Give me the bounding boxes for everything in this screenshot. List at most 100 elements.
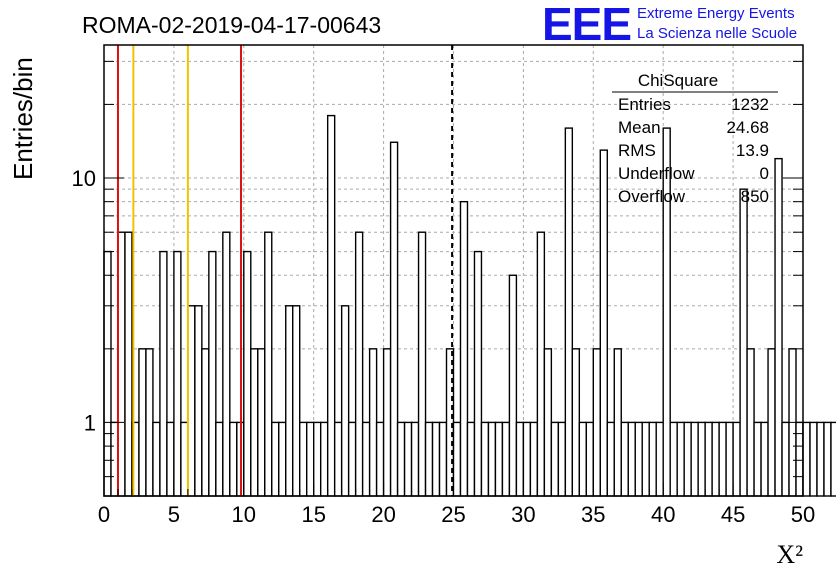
histogram-bar <box>543 348 553 497</box>
histogram-bar <box>753 421 762 497</box>
histogram-bar <box>823 421 832 497</box>
histogram-bar <box>438 421 448 497</box>
histogram-bar <box>417 231 427 497</box>
histogram-bar <box>732 421 741 497</box>
histogram-bar <box>180 421 189 497</box>
x-tick-label: 20 <box>371 502 395 527</box>
histogram-bar <box>222 231 231 497</box>
histogram-bar <box>767 348 776 497</box>
histogram-bar <box>306 421 315 497</box>
x-tick-label: 10 <box>232 502 256 527</box>
histogram-bar <box>592 348 601 497</box>
stats-value: 13.9 <box>736 141 769 160</box>
histogram-bar <box>585 421 594 497</box>
x-tick-label: 15 <box>301 502 325 527</box>
histogram-bar <box>620 421 629 497</box>
histogram-bar <box>494 421 504 497</box>
stats-box: ChiSquare Entries 1232 Mean 24.68 RMS 13.9 Und… <box>612 71 778 206</box>
histogram-bar <box>725 421 734 497</box>
histogram-bar <box>669 421 678 497</box>
x-tick-label: 25 <box>441 502 465 527</box>
histogram-bar <box>403 421 413 497</box>
histogram-bar <box>194 305 203 497</box>
histogram-bar <box>124 231 133 497</box>
histogram-bar <box>424 421 434 497</box>
histogram-bar <box>487 421 497 497</box>
histogram-bar <box>368 348 378 497</box>
stats-label: Mean <box>618 118 661 137</box>
histogram-bar <box>103 250 112 497</box>
histogram-bar <box>816 421 825 497</box>
histogram-bar <box>515 421 525 497</box>
histogram-bar <box>452 421 462 497</box>
histogram-bar <box>809 421 818 497</box>
eee-logo: EEE Extreme Energy Events La Scienza nel… <box>542 0 797 50</box>
y-tick-label: 10 <box>72 166 96 191</box>
histogram-bar <box>802 421 811 497</box>
histogram-bar <box>641 421 650 497</box>
histogram-bar <box>243 250 252 497</box>
histogram-bar <box>292 305 301 497</box>
histogram-bar <box>313 421 322 497</box>
x-axis-label: X² <box>776 540 803 569</box>
histogram-bar <box>760 421 769 497</box>
chart-title: ROMA-02-2019-04-17-00643 <box>82 12 381 38</box>
stats-value: 24.68 <box>726 118 769 137</box>
histogram-bar <box>201 348 210 497</box>
histogram-bar <box>557 421 567 497</box>
stats-label: Entries <box>618 95 671 114</box>
histogram-bar <box>599 149 608 497</box>
histogram-bar <box>278 421 287 497</box>
histogram-bar <box>264 231 273 497</box>
histogram-bar <box>285 305 294 497</box>
x-tick-label: 45 <box>721 502 745 527</box>
histogram-bar <box>606 421 615 497</box>
histogram-bar <box>529 421 539 497</box>
histogram-bar <box>389 141 399 497</box>
histogram-bar <box>319 421 329 497</box>
histogram-bar <box>718 421 727 497</box>
x-tick-label: 50 <box>791 502 815 527</box>
histogram-bar <box>662 127 671 497</box>
histogram-bar <box>431 421 441 497</box>
histogram-bar <box>250 348 259 497</box>
histogram-bar <box>208 250 217 497</box>
histogram-bar <box>271 421 280 497</box>
histogram-bar <box>375 421 385 497</box>
histogram-bar <box>697 421 706 497</box>
histogram-bar <box>138 348 147 497</box>
x-tick-label: 5 <box>168 502 180 527</box>
stats-value: 0 <box>760 164 769 183</box>
reference-lines <box>116 45 454 496</box>
histogram-bar <box>340 305 350 497</box>
histogram-bar <box>187 305 196 497</box>
histogram-bar <box>711 421 720 497</box>
histogram-bar <box>166 421 175 497</box>
histogram-bar <box>522 421 532 497</box>
y-tick-label: 1 <box>84 410 96 435</box>
stats-label: Overflow <box>618 187 686 206</box>
axis-ticks: 0 5 10 15 20 25 30 35 40 45 50 1 10 <box>72 60 815 527</box>
stats-value: 1232 <box>731 95 769 114</box>
histogram-bar <box>683 421 692 497</box>
histogram-bar <box>739 188 748 497</box>
histogram-bar <box>396 421 406 497</box>
logo-line2: La Scienza nelle Scuole <box>637 25 797 42</box>
histogram-bar <box>704 421 713 497</box>
histogram-bar <box>152 421 161 497</box>
histogram-bar <box>550 421 560 497</box>
y-axis-label: Entries/bin <box>8 57 38 180</box>
histogram-bar <box>333 421 343 497</box>
histogram-bar <box>830 421 836 497</box>
histogram-bar <box>564 127 574 497</box>
histogram-bar <box>634 421 643 497</box>
histogram-bar <box>117 231 126 497</box>
histogram-bar <box>215 421 224 497</box>
histogram-bar <box>774 157 783 497</box>
histogram-bar <box>501 421 511 497</box>
x-tick-label: 40 <box>651 502 675 527</box>
histogram-bar <box>347 421 357 497</box>
histogram-bar <box>459 200 469 497</box>
stats-value: 850 <box>741 187 769 206</box>
